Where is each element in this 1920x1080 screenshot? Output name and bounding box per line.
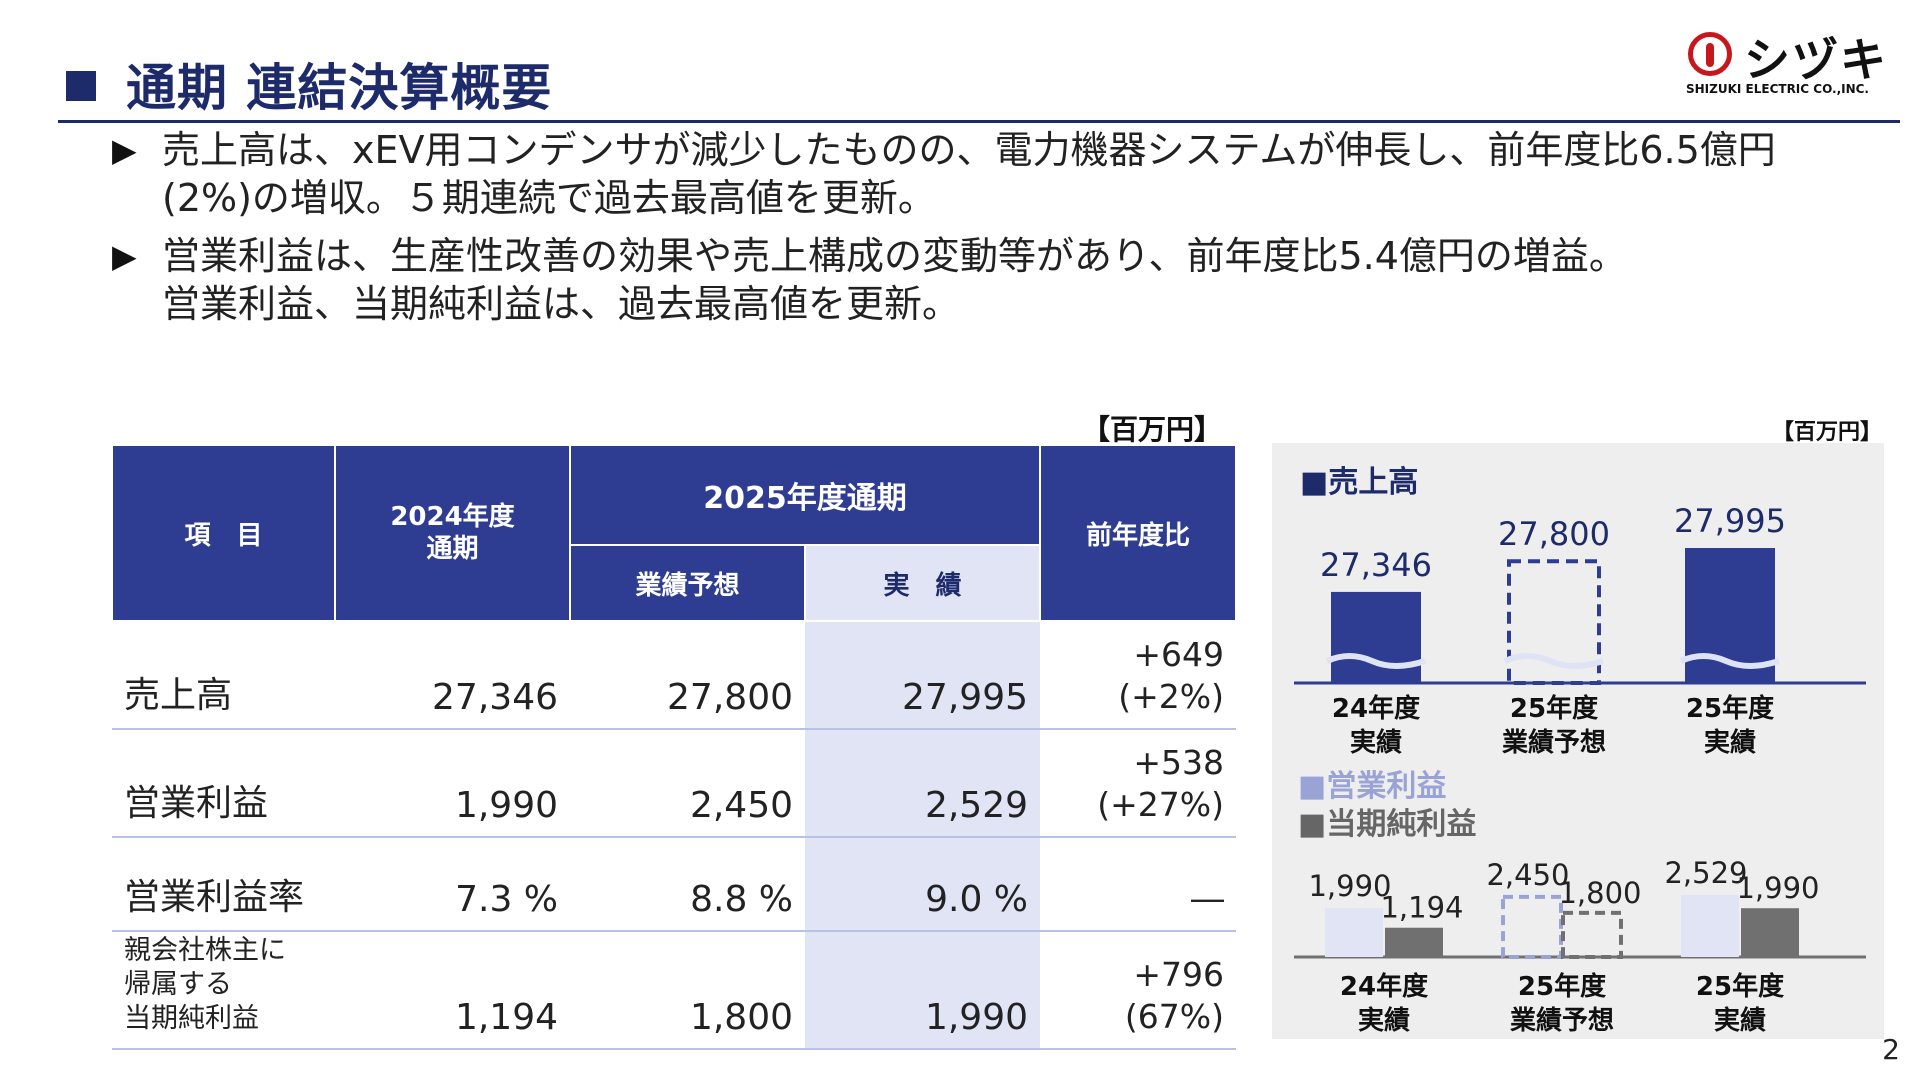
chart2-category-label: 実績	[1358, 1005, 1410, 1036]
page-title-text: 通期 連結決算概要	[126, 59, 553, 117]
bullet-item: ▶ 売上高は、xEV用コンデンサが減少したものの、電力機器システムが伸長し、前年…	[112, 126, 1902, 222]
charts-svg: 27,34624年度実績27,80025年度業績予想27,99525年度実績1,…	[1294, 502, 1866, 1036]
yoy-percent: (67%)	[1124, 997, 1224, 1036]
title-divider	[58, 120, 1900, 123]
chart2-category-label: 24年度	[1340, 971, 1428, 1002]
cell-fy2024: 7.3 %	[335, 837, 570, 932]
header-fy2024: 2024年度 通期	[334, 444, 571, 622]
bullet-line: 売上高は、xEV用コンデンサが減少したものの、電力機器システムが伸長し、前年度比…	[162, 128, 1776, 172]
chart-unit-label: 【百万円】	[1772, 420, 1883, 445]
chart2-bar-operating-profit	[1501, 894, 1563, 960]
cell-actual: 27,995	[805, 621, 1040, 730]
bullet-arrow-icon: ▶	[112, 131, 137, 169]
bullet-item: ▶ 営業利益は、生産性改善の効果や売上構成の変動等があり、前年度比5.4億円の増…	[112, 232, 1902, 328]
header-yoy: 前年度比	[1039, 444, 1237, 622]
legend-net-income: ■当期純利益	[1298, 807, 1477, 842]
legend-operating-profit: ■営業利益	[1298, 769, 1447, 804]
chart2-bar-net-income	[1561, 910, 1623, 959]
chart1-break-mark	[1325, 653, 1426, 669]
yoy-amount: +649	[1133, 635, 1224, 674]
chart1-data-label: 27,346	[1320, 546, 1432, 584]
summary-bullets: ▶ 売上高は、xEV用コンデンサが減少したものの、電力機器システムが伸長し、前年…	[112, 126, 1902, 338]
cell-yoy: ―	[1040, 837, 1236, 932]
bullet-line: 営業利益、当期純利益は、過去最高値を更新。	[162, 282, 961, 326]
cell-fy2024: 1,990	[335, 729, 570, 838]
row-label: 親会社株主に 帰属する 当期純利益	[112, 931, 335, 1050]
chart2-category-label: 実績	[1714, 1005, 1766, 1036]
financial-summary-table: 項 目 2024年度 通期 2025年度通期 前年度比 業績予想 実 績 売上高…	[111, 444, 1237, 1050]
table-row: 売上高 27,346 27,800 27,995 +649 (+2%)	[112, 621, 1236, 730]
chart-panel: ■売上高 ■営業利益 ■当期純利益 27,346 24年度 実績 27,800 25年度…	[1272, 443, 1884, 1039]
row-label: 営業利益	[112, 729, 335, 838]
header-forecast: 業績予想	[569, 544, 806, 622]
title-square-icon	[66, 70, 96, 101]
cell-actual: 2,529	[805, 729, 1040, 838]
chart2-category-label: 25年度	[1696, 971, 1784, 1002]
chart2-data-label-op: 2,529	[1664, 856, 1747, 890]
chart1-category-label: 25年度	[1510, 693, 1598, 724]
chart1-category-label: 25年度	[1686, 693, 1774, 724]
chart2-data-label-op: 2,450	[1486, 858, 1569, 892]
cell-yoy: +796 (67%)	[1040, 931, 1236, 1050]
chart2-data-label-net: 1,800	[1558, 876, 1641, 910]
table-row: 営業利益 1,990 2,450 2,529 +538 (+27%)	[112, 729, 1236, 838]
chart2-category-label: 業績予想	[1510, 1006, 1614, 1036]
cell-forecast: 27,800	[570, 621, 805, 730]
table-unit-label: 【百万円】	[1082, 413, 1223, 446]
cell-yoy: +538 (+27%)	[1040, 729, 1236, 838]
chart2-bar-operating-profit	[1681, 895, 1739, 957]
yoy-percent: (+2%)	[1118, 677, 1224, 716]
yoy-amount: ―	[1191, 879, 1224, 918]
cell-actual: 1,990	[805, 931, 1040, 1050]
chart1-category-label: 実績	[1350, 727, 1402, 758]
chart2-data-label-net: 1,990	[1736, 871, 1819, 905]
logo-mark-icon	[1688, 32, 1732, 76]
bullet-text: 売上高は、xEV用コンデンサが減少したものの、電力機器システムが伸長し、前年度比…	[162, 126, 1776, 222]
table-row: 営業利益率 7.3 % 8.8 % 9.0 % ―	[112, 837, 1236, 932]
header-item: 項 目	[111, 444, 336, 622]
bullet-text: 営業利益は、生産性改善の効果や売上構成の変動等があり、前年度比5.4億円の増益。…	[162, 232, 1627, 328]
chart2-bar-net-income	[1741, 908, 1799, 957]
chart1-bar-forecast	[1507, 559, 1601, 685]
chart2-bar-operating-profit	[1325, 908, 1383, 957]
cell-forecast: 1,800	[570, 931, 805, 1050]
yoy-amount: +796	[1133, 955, 1224, 994]
chart1-data-label: 27,800	[1498, 515, 1610, 553]
page-number: 2	[1882, 1033, 1900, 1066]
company-logo: シヅキ SHIZUKI ELECTRIC CO.,INC.	[1680, 28, 1892, 102]
cell-actual: 9.0 %	[805, 837, 1040, 932]
table-row: 親会社株主に 帰属する 当期純利益 1,194 1,800 1,990 +796…	[112, 931, 1236, 1050]
chart1-category-label: 業績予想	[1502, 728, 1606, 758]
chart2-data-label-net: 1,194	[1380, 891, 1463, 925]
chart1-category-label: 24年度	[1332, 693, 1420, 724]
logo-subtitle: SHIZUKI ELECTRIC CO.,INC.	[1686, 82, 1869, 96]
header-fy2025: 2025年度通期	[569, 444, 1041, 546]
logo-brand: シヅキ	[1744, 33, 1888, 87]
chart2-category-label: 25年度	[1518, 971, 1606, 1002]
cell-yoy: +649 (+2%)	[1040, 621, 1236, 730]
row-label: 営業利益率	[112, 837, 335, 932]
chart1-break-mark	[1679, 653, 1780, 669]
bullet-arrow-icon: ▶	[112, 237, 137, 275]
cell-fy2024: 27,346	[335, 621, 570, 730]
chart2-bar-net-income	[1385, 927, 1443, 957]
chart2-data-label-op: 1,990	[1308, 869, 1391, 903]
cell-forecast: 8.8 %	[570, 837, 805, 932]
bullet-line: 営業利益は、生産性改善の効果や売上構成の変動等があり、前年度比5.4億円の増益。	[162, 234, 1627, 278]
yoy-percent: (+27%)	[1097, 785, 1224, 824]
page-title: 通期 連結決算概要	[66, 48, 552, 120]
yoy-amount: +538	[1133, 743, 1224, 782]
cell-fy2024: 1,194	[335, 931, 570, 1050]
chart1-break-mark	[1503, 653, 1604, 669]
chart1-data-label: 27,995	[1674, 502, 1786, 540]
bullet-line: (2%)の増収。５期連続で過去最高値を更新。	[162, 176, 936, 220]
header-actual: 実 績	[804, 544, 1041, 622]
row-label: 売上高	[112, 621, 335, 730]
chart1-bar	[1331, 591, 1421, 683]
chart1-category-label: 実績	[1704, 727, 1756, 758]
chart-title-sales: ■売上高	[1300, 465, 1419, 500]
cell-forecast: 2,450	[570, 729, 805, 838]
